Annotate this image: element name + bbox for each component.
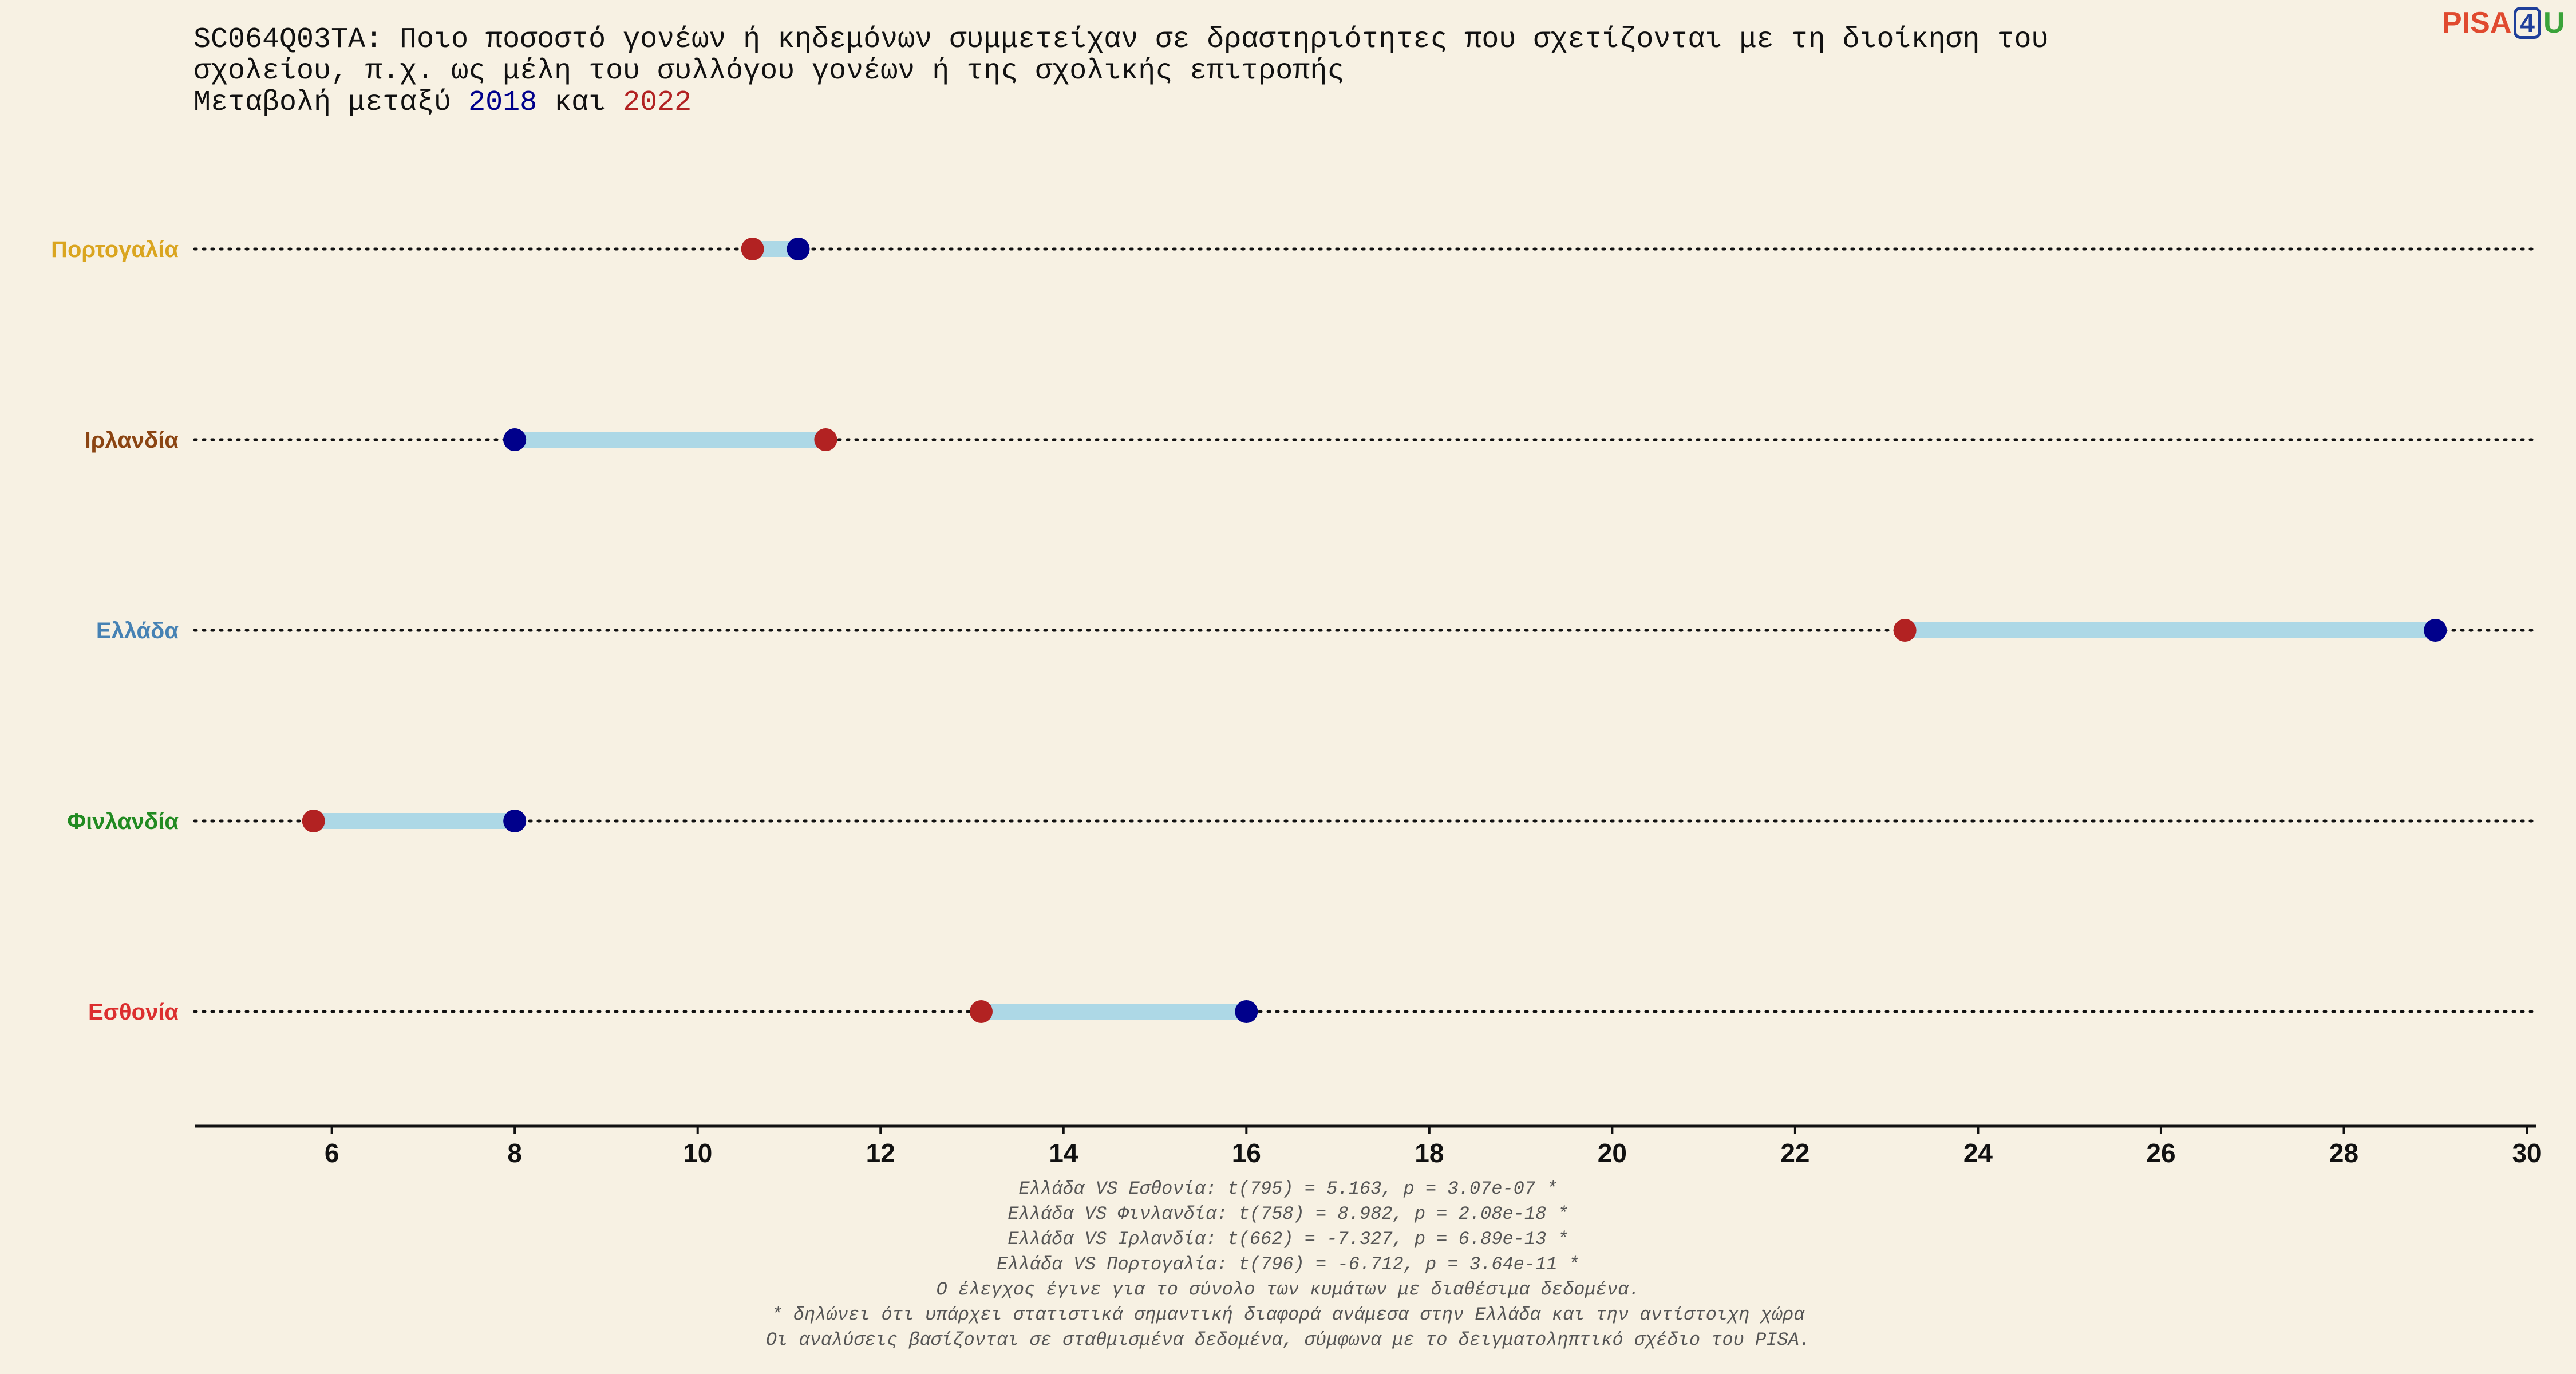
category-label: Ιρλανδία — [85, 428, 179, 453]
logo-part-u: U — [2543, 6, 2565, 40]
category-label: Εσθονία — [88, 1000, 179, 1025]
category-label: Φινλανδία — [67, 809, 179, 834]
footnote-line: * δηλώνει ότι υπάρχει στατιστικά σημαντι… — [771, 1304, 1805, 1325]
x-tick-label: 24 — [1963, 1138, 1993, 1168]
footnote-line: Ελλάδα VS Ιρλανδία: t(662) = -7.327, p =… — [1008, 1229, 1568, 1250]
logo-part-4: 4 — [2514, 7, 2541, 39]
footnote-line: Ελλάδα VS Πορτογαλία: t(796) = -6.712, p… — [997, 1254, 1579, 1275]
point-2018 — [2424, 619, 2447, 642]
point-2022 — [741, 238, 764, 260]
dumbbell-chart: Πορτογαλία Ιρλανδία Ελλάδα Φινλανδία Εσθονία… — [51, 237, 2542, 1168]
x-tick-label: 14 — [1049, 1138, 1078, 1168]
x-tick-label: 20 — [1598, 1138, 1627, 1168]
category-label: Πορτογαλία — [51, 237, 179, 262]
logo-part-pisa: PISA — [2442, 6, 2512, 40]
x-tick-label: 12 — [866, 1138, 895, 1168]
pisa4u-logo: PISA 4 U — [2442, 6, 2565, 40]
footnote-line: Ελλάδα VS Εσθονία: t(795) = 5.163, p = 3… — [1018, 1178, 1558, 1199]
footnote-line: Ο έλεγχος έγινε για το σύνολο των κυμάτω… — [936, 1279, 1640, 1300]
subtitle-prefix: Μεταβολή μεταξύ — [193, 86, 469, 119]
point-2022 — [1893, 619, 1917, 642]
x-tick-label: 18 — [1415, 1138, 1444, 1168]
point-2018 — [503, 428, 527, 451]
x-tick-label: 10 — [683, 1138, 712, 1168]
x-tick-label: 8 — [507, 1138, 522, 1168]
subtitle-mid: και — [537, 86, 623, 119]
point-2018 — [503, 810, 527, 832]
footnote-line: Οι αναλύσεις βασίζονται σε σταθμισμένα δ… — [765, 1329, 1811, 1351]
point-2018 — [787, 238, 810, 260]
category-label: Ελλάδα — [96, 618, 179, 643]
x-tick-label: 28 — [2329, 1138, 2358, 1168]
x-tick-label: 16 — [1232, 1138, 1261, 1168]
point-2022 — [969, 1000, 993, 1023]
point-2022 — [302, 810, 325, 832]
x-tick-label: 30 — [2512, 1138, 2541, 1168]
footnote-line: Ελλάδα VS Φινλανδία: t(758) = 8.982, p =… — [1008, 1203, 1568, 1225]
title-line-1: SC064Q03TA: Ποιο ποσοστό γονέων ή κηδεμό… — [193, 23, 2049, 56]
year-2018-label: 2018 — [468, 86, 538, 119]
x-tick-label: 6 — [325, 1138, 339, 1168]
subtitle: Μεταβολή μεταξύ 2018 και 2022 — [193, 87, 2049, 119]
footnotes: Ελλάδα VS Εσθονία: t(795) = 5.163, p = 3… — [0, 1176, 2576, 1353]
point-2022 — [814, 428, 837, 451]
chart-title: SC064Q03TA: Ποιο ποσοστό γονέων ή κηδεμό… — [193, 24, 2049, 119]
x-tick-label: 22 — [1780, 1138, 1809, 1168]
point-2018 — [1235, 1000, 1258, 1023]
x-tick-label: 26 — [2146, 1138, 2175, 1168]
year-2022-label: 2022 — [623, 86, 692, 119]
title-line-2: σχολείου, π.χ. ως μέλη του συλλόγου γονέ… — [193, 55, 1345, 88]
